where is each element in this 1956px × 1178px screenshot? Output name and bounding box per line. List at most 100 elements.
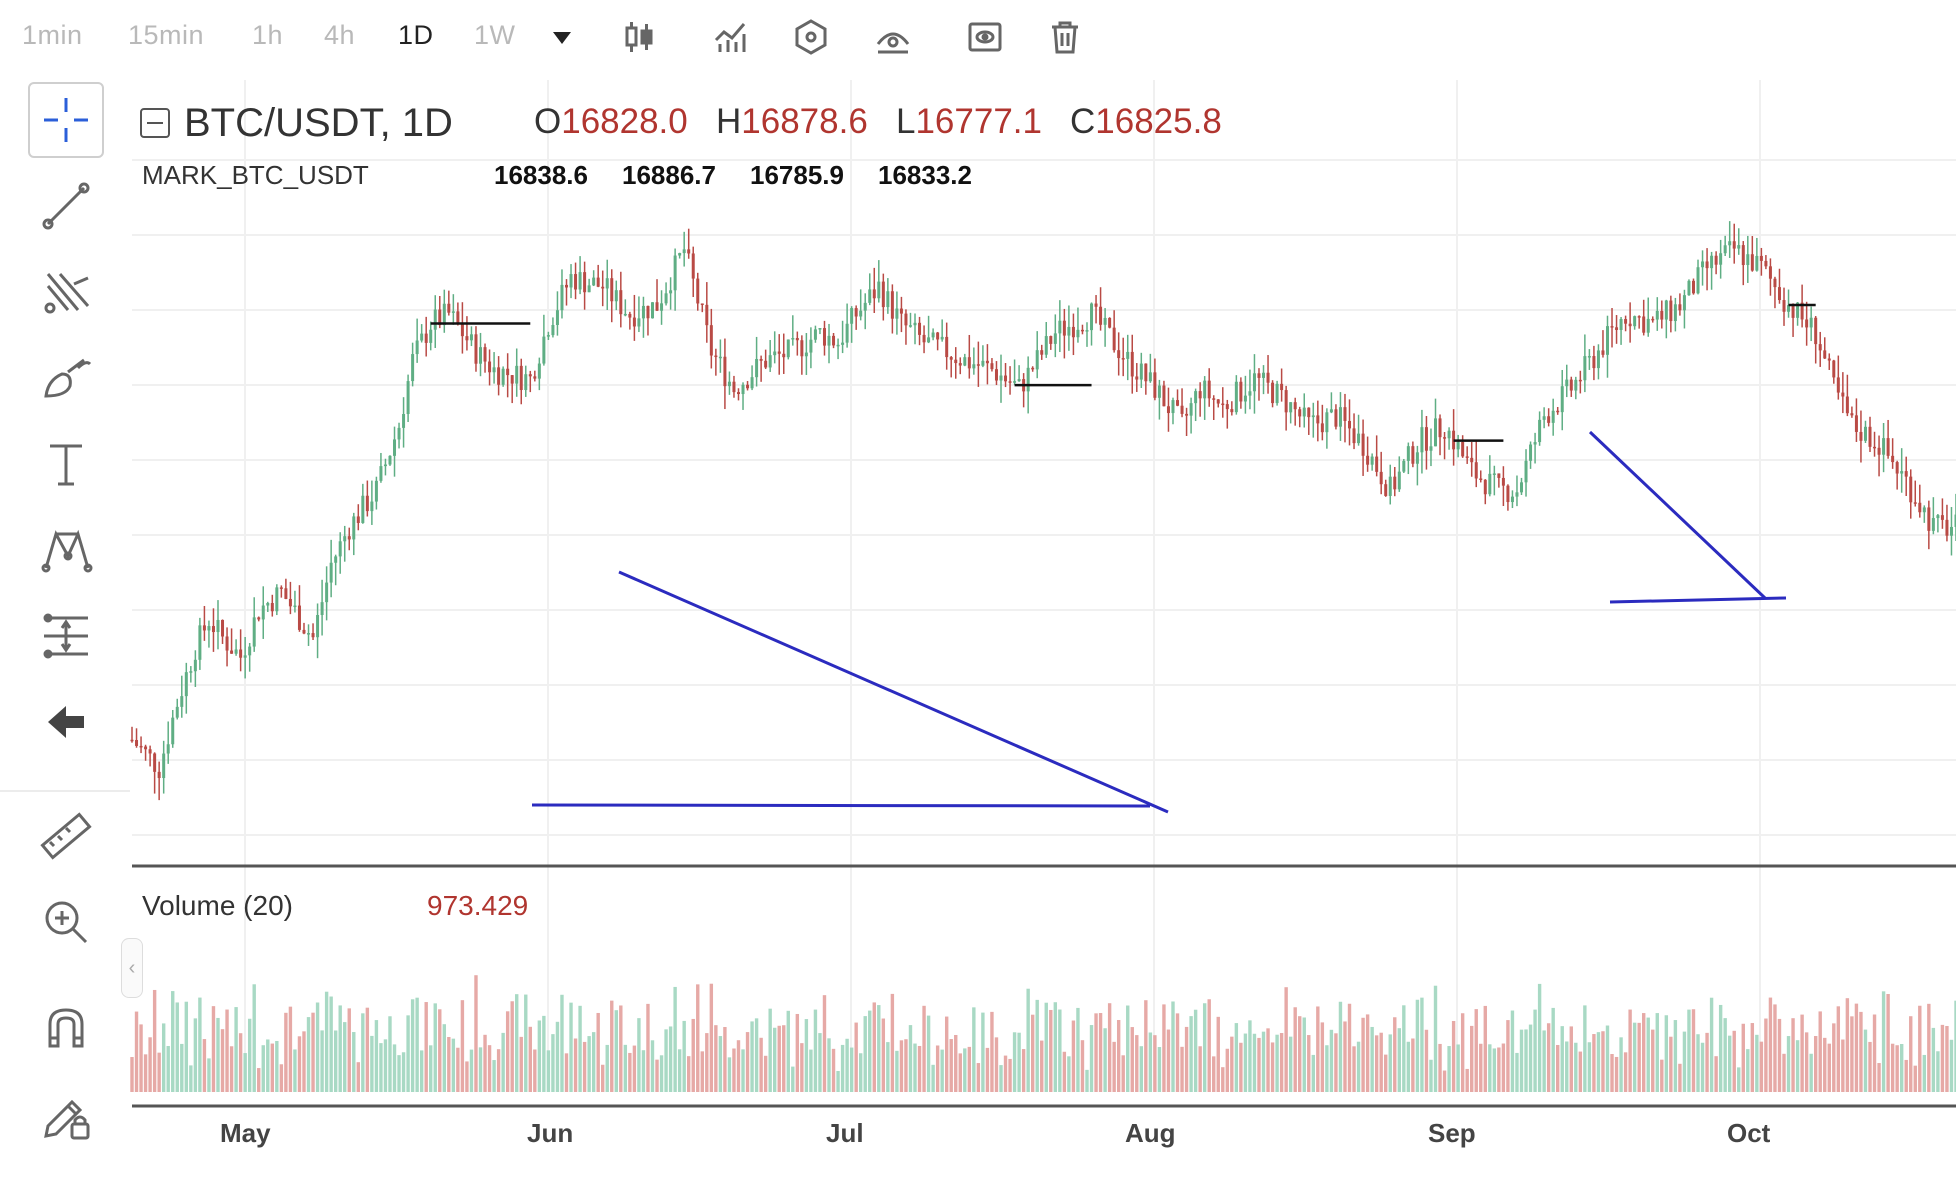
timeframe-1h[interactable]: 1h xyxy=(252,20,284,50)
volume-bar xyxy=(1755,1034,1759,1092)
candle-body xyxy=(1705,261,1709,269)
volume-bar xyxy=(1302,1017,1306,1092)
volume-bar xyxy=(696,984,700,1092)
timeframe-1d[interactable]: 1D xyxy=(398,20,434,50)
timeframe-1min[interactable]: 1min xyxy=(22,20,83,50)
volume-bar xyxy=(1153,1035,1157,1092)
candlestick-type-icon[interactable] xyxy=(620,18,658,56)
volume-bar xyxy=(813,1009,818,1092)
volume-bar xyxy=(1872,1014,1877,1092)
volume-bar xyxy=(343,1022,347,1092)
volume-bar xyxy=(1230,1036,1234,1092)
volume-bar xyxy=(931,1064,935,1092)
candle-body xyxy=(406,381,410,415)
x-label-jun: Jun xyxy=(527,1118,574,1148)
volume-bar xyxy=(809,1049,813,1092)
legend-collapse-icon[interactable] xyxy=(140,108,170,138)
candle-body xyxy=(1157,385,1161,398)
candle-body xyxy=(678,253,682,256)
timeframe-15min[interactable]: 15min xyxy=(128,20,205,50)
dropdown-icon[interactable] xyxy=(543,18,581,56)
volume-bar xyxy=(972,1007,976,1092)
candle-body xyxy=(352,516,356,540)
volume-bar xyxy=(1370,1026,1374,1092)
candle-body xyxy=(1207,380,1211,399)
volume-bar xyxy=(881,1018,886,1092)
pattern-icon[interactable] xyxy=(28,512,104,588)
volume-bar xyxy=(1945,1025,1949,1092)
settings-hex-icon[interactable] xyxy=(792,18,830,56)
volume-bar xyxy=(831,1048,836,1092)
indicators-icon[interactable] xyxy=(712,18,750,56)
candle-body xyxy=(1787,305,1791,312)
crosshair-icon[interactable] xyxy=(28,82,104,158)
candle-body xyxy=(1058,320,1062,334)
timeframe-1w[interactable]: 1W xyxy=(474,20,516,50)
volume-bar xyxy=(718,1036,723,1092)
candle-body xyxy=(460,323,464,337)
lock-pencil-icon[interactable] xyxy=(28,1078,104,1154)
volume-bar xyxy=(315,1002,320,1092)
measure-tools-icon[interactable] xyxy=(28,598,104,674)
ruler-icon[interactable] xyxy=(28,798,104,874)
volume-bar xyxy=(637,1018,641,1092)
candle-body xyxy=(320,602,324,616)
candle-body xyxy=(746,384,750,389)
candle-body xyxy=(1633,316,1637,327)
candle-body xyxy=(1284,390,1288,413)
volume-bar xyxy=(1669,1036,1673,1092)
text-icon[interactable] xyxy=(28,426,104,502)
volume-bar xyxy=(673,986,677,1092)
volume-bar xyxy=(1537,983,1542,1092)
volume-bar xyxy=(1809,1053,1813,1092)
candle-body xyxy=(972,364,976,369)
candle-body xyxy=(130,739,134,742)
fib-icon[interactable] xyxy=(28,254,104,330)
candle-body xyxy=(1601,350,1605,355)
volume-bar xyxy=(1325,1045,1329,1092)
candle-body xyxy=(565,284,569,288)
timeframe-4h[interactable]: 4h xyxy=(324,20,356,50)
candle-body xyxy=(1841,392,1845,397)
trash-icon[interactable] xyxy=(1046,18,1084,56)
candle-body xyxy=(700,303,704,305)
candle-body xyxy=(497,367,501,385)
back-arrow-icon[interactable] xyxy=(28,684,104,760)
volume-bar xyxy=(1180,1046,1184,1092)
candle-body xyxy=(1510,496,1514,503)
volume-bar xyxy=(225,1009,229,1092)
volume-bar xyxy=(1881,991,1886,1092)
candle-body xyxy=(1882,438,1886,455)
volume-bar xyxy=(311,1012,315,1092)
candle-body xyxy=(1139,363,1143,380)
visibility-icon[interactable] xyxy=(874,18,912,56)
collapse-toolbar-button[interactable]: ‹ xyxy=(121,938,143,998)
volume-bar xyxy=(483,1034,487,1092)
candle-body xyxy=(225,636,229,651)
volume-bar xyxy=(659,1055,664,1092)
volume-bar xyxy=(392,1044,397,1092)
volume-bar xyxy=(333,1030,338,1092)
candle-body xyxy=(596,277,600,287)
candle-body xyxy=(1366,455,1370,465)
volume-bar xyxy=(1845,998,1850,1092)
triangle-1-lower-line xyxy=(531,803,1151,808)
candle-body xyxy=(139,745,143,748)
brush-icon[interactable] xyxy=(28,340,104,416)
candle-body xyxy=(1746,254,1750,266)
candle-body xyxy=(479,347,483,364)
mark-symbol: MARK_BTC_USDT xyxy=(142,160,369,190)
high-key: H xyxy=(716,102,742,141)
volume-bar xyxy=(279,1064,284,1092)
volume-bar xyxy=(582,1041,587,1092)
volume-bar xyxy=(533,1049,537,1092)
screenshot-icon[interactable] xyxy=(966,18,1004,56)
volume-bar xyxy=(1212,1056,1216,1092)
candle-body xyxy=(687,249,691,254)
candle-body xyxy=(1153,372,1157,398)
magnet-icon[interactable] xyxy=(28,990,104,1066)
volume-bar xyxy=(324,991,329,1092)
trend-line-icon[interactable] xyxy=(28,168,104,244)
zoom-in-icon[interactable] xyxy=(28,884,104,960)
